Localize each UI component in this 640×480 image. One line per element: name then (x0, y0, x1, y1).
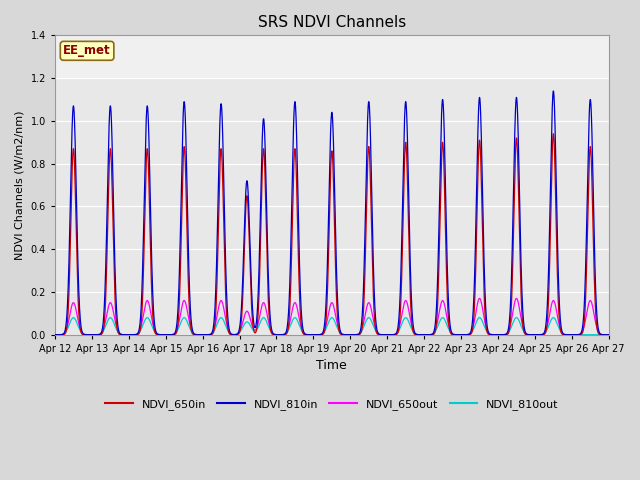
Line: NDVI_650in: NDVI_650in (55, 134, 609, 335)
NDVI_810out (412, 331, 419, 336)
NDVI_650in (51, 332, 59, 337)
NDVI_810in (383, 332, 391, 337)
NDVI_810out (465, 332, 472, 337)
NDVI_650out (513, 296, 520, 301)
NDVI_810out (51, 332, 59, 337)
NDVI_810out (506, 326, 514, 332)
Title: SRS NDVI Channels: SRS NDVI Channels (258, 15, 406, 30)
Line: NDVI_810in: NDVI_810in (55, 91, 609, 335)
NDVI_650in (506, 321, 514, 326)
NDVI_650out (506, 323, 514, 329)
NDVI_650out (412, 331, 419, 336)
NDVI_810in (412, 330, 419, 336)
NDVI_650in (383, 332, 391, 337)
Y-axis label: NDVI Channels (W/m2/nm): NDVI Channels (W/m2/nm) (15, 110, 25, 260)
NDVI_650out (262, 309, 270, 314)
NDVI_810out (605, 332, 612, 337)
Line: NDVI_650out: NDVI_650out (55, 299, 609, 335)
NDVI_650in (550, 131, 557, 137)
NDVI_650in (412, 332, 419, 337)
NDVI_650in (465, 332, 472, 337)
NDVI_810in (262, 203, 270, 208)
NDVI_650out (383, 332, 391, 337)
NDVI_650out (605, 332, 612, 337)
NDVI_650out (51, 332, 59, 337)
Text: EE_met: EE_met (63, 44, 111, 57)
NDVI_650in (152, 331, 159, 336)
NDVI_650out (152, 329, 159, 335)
NDVI_810in (465, 332, 472, 337)
NDVI_810out (260, 315, 268, 321)
Line: NDVI_810out: NDVI_810out (55, 318, 609, 335)
NDVI_810in (550, 88, 557, 94)
NDVI_810out (152, 330, 159, 336)
NDVI_810in (605, 332, 612, 337)
NDVI_810in (51, 332, 59, 337)
NDVI_810in (152, 327, 159, 333)
NDVI_650out (465, 332, 472, 337)
NDVI_650in (262, 237, 270, 242)
NDVI_810out (263, 319, 271, 325)
NDVI_810out (383, 332, 391, 337)
X-axis label: Time: Time (316, 360, 348, 372)
Bar (55, 36, 609, 78)
Legend: NDVI_650in, NDVI_810in, NDVI_650out, NDVI_810out: NDVI_650in, NDVI_810in, NDVI_650out, NDV… (100, 394, 563, 414)
NDVI_650in (605, 332, 612, 337)
NDVI_810in (506, 305, 514, 311)
